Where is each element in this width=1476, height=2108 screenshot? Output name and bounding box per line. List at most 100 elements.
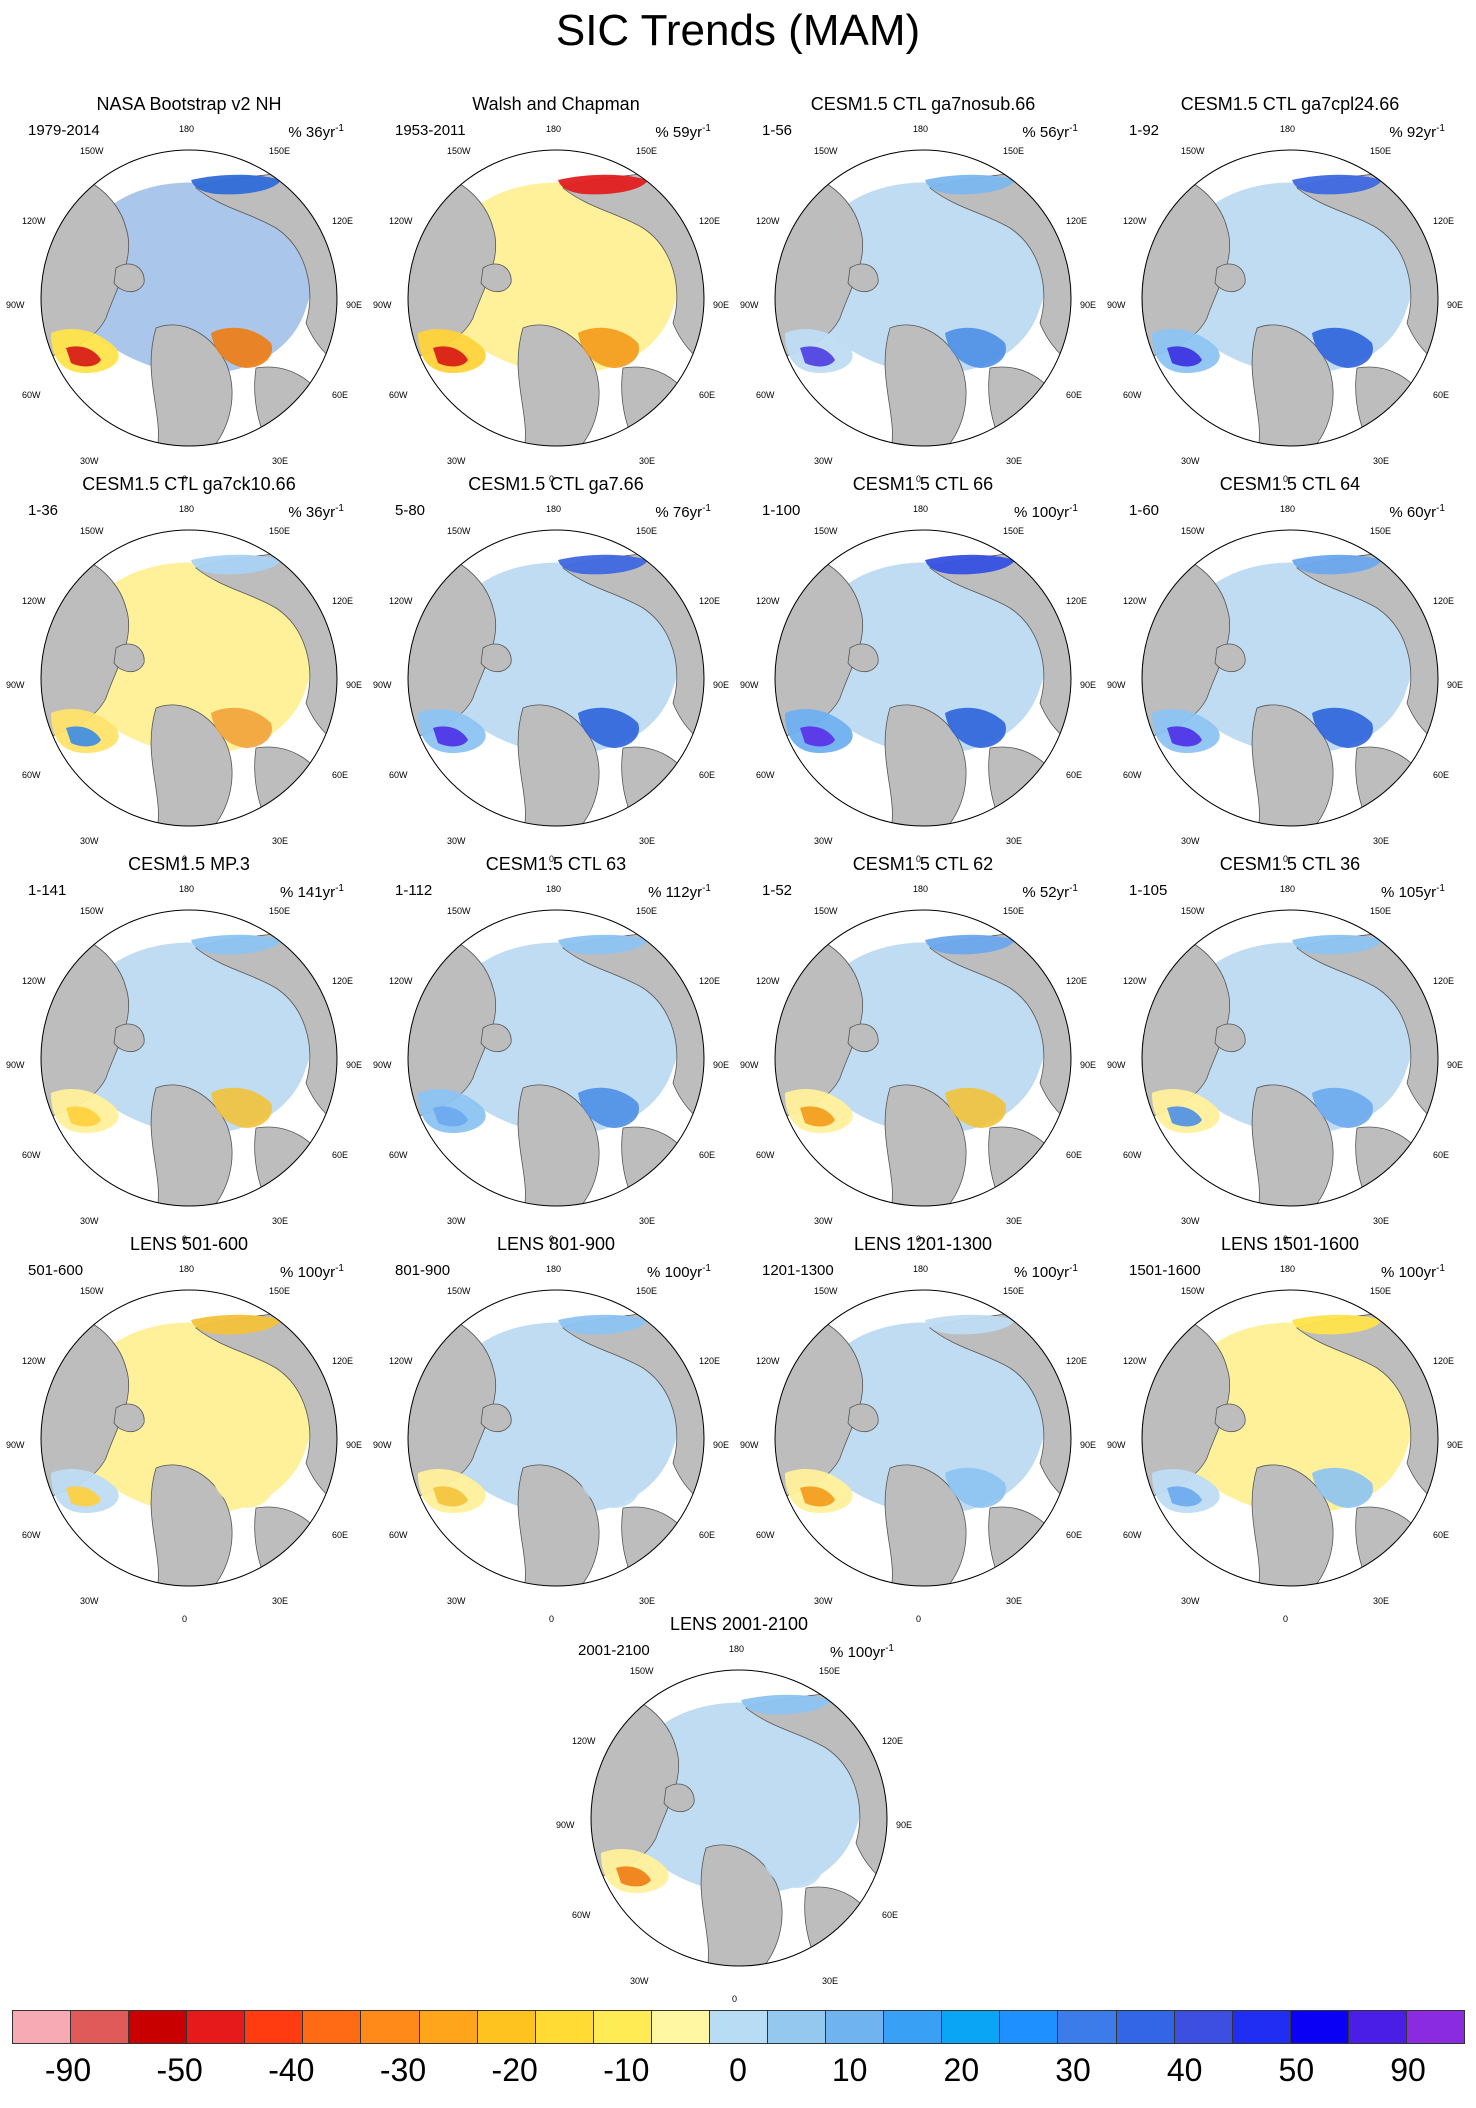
scale-unit: yr: [689, 504, 703, 521]
bering-sea-trend: [925, 934, 1015, 955]
panel-title: LENS 1501-1600: [1220, 1234, 1360, 1254]
longitude-label: 150W: [80, 146, 104, 156]
greenland-land: [1251, 324, 1334, 446]
scandinavia-land: [804, 1886, 878, 1966]
longitude-label: 90W: [1107, 300, 1126, 310]
scandinavia-land: [621, 366, 695, 446]
longitude-label: 0: [916, 1234, 922, 1244]
polar-map: [40, 1289, 338, 1587]
longitude-label: 150W: [814, 906, 838, 916]
longitude-label: 120W: [756, 216, 780, 226]
arctic-islands-land: [663, 1783, 695, 1813]
longitude-label: 180: [546, 884, 562, 894]
arctic-islands-land: [480, 1403, 512, 1433]
longitude-label: 60E: [699, 1530, 716, 1540]
longitude-label: 30E: [272, 836, 289, 846]
longitude-label: 120W: [756, 976, 780, 986]
scale-unit: yr: [689, 1264, 703, 1281]
map-panel: CESM1.5 CTL ga7ck10.66 1-36% 36yr-1 180 150…: [6, 474, 372, 864]
scale-unit: yr: [1423, 504, 1437, 521]
longitude-label: 150E: [1003, 906, 1025, 916]
panel-title: LENS 2001-2100: [669, 1614, 809, 1634]
scale-exponent: -1: [1069, 503, 1078, 514]
barents-sea-trend: [578, 1087, 639, 1128]
scale-exponent: -1: [335, 1263, 344, 1274]
scale-exponent: -1: [335, 883, 344, 894]
greenland-land: [1251, 704, 1334, 826]
longitude-label: 150W: [447, 526, 471, 536]
longitude-label: 90W: [6, 1440, 25, 1450]
greenland-land: [150, 1464, 233, 1586]
map-panel: CESM1.5 CTL ga7cpl24.66 1-92% 92yr-1 180 15…: [1107, 94, 1473, 484]
longitude-label: 180: [913, 504, 929, 514]
scale-value: 141: [297, 884, 323, 901]
bering-sea-trend: [558, 934, 648, 955]
polar-map: [774, 149, 1072, 447]
panel-scale: % 52yr-1: [1022, 880, 1078, 902]
longitude-label: 60W: [389, 1530, 408, 1540]
polar-map: [774, 529, 1072, 827]
longitude-label: 30W: [80, 456, 99, 466]
scale-value: 59: [672, 124, 690, 141]
scale-value: 100: [1398, 1264, 1424, 1281]
map-body: [408, 530, 704, 826]
panel-scale: % 92yr-1: [1389, 120, 1445, 142]
longitude-label: 0: [732, 1994, 738, 2004]
greenland-land: [517, 324, 600, 446]
panel-period: 1979-2014: [28, 122, 100, 139]
longitude-label: 90W: [373, 1440, 392, 1450]
map-body: [41, 150, 337, 446]
map-body: [775, 150, 1071, 446]
panel-scale: % 100yr-1: [647, 1260, 711, 1282]
longitude-label: 0: [549, 854, 555, 864]
greenland-land: [150, 1084, 233, 1206]
panel-scale: % 100yr-1: [1014, 500, 1078, 522]
longitude-label: 60W: [22, 770, 41, 780]
bering-sea-trend: [191, 1314, 281, 1335]
map-boundary: [1141, 529, 1439, 827]
longitude-label: 90E: [346, 1440, 363, 1450]
map-body: [591, 1670, 887, 1966]
map-panel: LENS 501-600 501-600% 100yr-1 180 150W 150E 1…: [6, 1234, 372, 1624]
scale-exponent: -1: [1069, 1263, 1078, 1274]
longitude-label: 60W: [22, 1530, 41, 1540]
longitude-label: 0: [182, 854, 188, 864]
labrador-sea-core: [800, 1486, 835, 1507]
longitude-label: 180: [546, 504, 562, 514]
scandinavia-land: [254, 366, 328, 446]
labrador-sea-core: [1167, 1486, 1202, 1507]
barents-sea-trend: [945, 707, 1006, 748]
longitude-label: 60E: [1433, 390, 1450, 400]
longitude-label: 180: [179, 884, 195, 894]
longitude-label: 60W: [572, 1910, 591, 1920]
scale-unit: yr: [872, 1644, 886, 1661]
longitude-label: 90W: [373, 300, 392, 310]
map-body: [41, 910, 337, 1206]
arctic-islands-land: [480, 263, 512, 293]
map-boundary: [40, 909, 338, 1207]
longitude-label: 150W: [630, 1666, 654, 1676]
polar-map: [774, 909, 1072, 1207]
longitude-label: 90W: [6, 300, 25, 310]
longitude-label: 30W: [1181, 1216, 1200, 1226]
panel-title: CESM1.5 CTL 62: [852, 854, 994, 874]
scandinavia-land: [1355, 366, 1429, 446]
arctic-islands-land: [847, 1023, 879, 1053]
map-boundary: [407, 1289, 705, 1587]
scandinavia-land: [988, 1126, 1062, 1206]
longitude-label: 90W: [740, 1440, 759, 1450]
bering-sea-trend: [558, 554, 648, 575]
map-panel: CESM1.5 CTL ga7nosub.66 1-56% 56yr-1 180 15…: [740, 94, 1106, 484]
scale-value: 56: [1039, 124, 1057, 141]
greenland-land: [700, 1844, 783, 1966]
longitude-label: 60E: [882, 1910, 899, 1920]
longitude-label: 30E: [822, 1976, 839, 1986]
map-boundary: [774, 1289, 1072, 1587]
barents-sea-trend: [211, 707, 272, 748]
scale-unit: yr: [1056, 504, 1070, 521]
longitude-label: 90E: [713, 1440, 730, 1450]
scale-prefix: %: [655, 124, 673, 141]
scandinavia-land: [988, 366, 1062, 446]
panel-period: 1-56: [762, 122, 793, 139]
longitude-label: 30E: [1006, 456, 1023, 466]
